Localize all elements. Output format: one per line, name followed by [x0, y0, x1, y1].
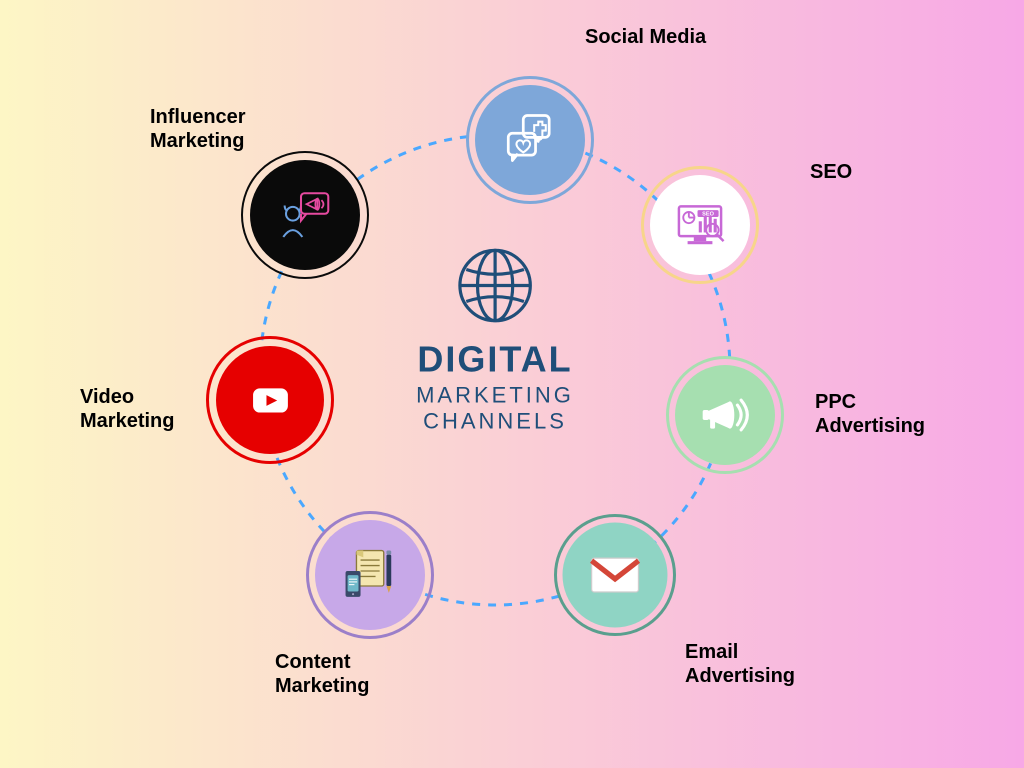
- content-label: Content Marketing: [275, 650, 369, 698]
- email-node: [563, 523, 668, 628]
- seo-node: SEO: [650, 175, 750, 275]
- ppc-node: [675, 365, 775, 465]
- email-label: Email Advertising: [685, 640, 795, 688]
- center-title-main: DIGITAL: [416, 339, 574, 381]
- social-media-label: Social Media: [585, 25, 706, 49]
- center-block: DIGITALMARKETINGCHANNELS: [416, 246, 574, 435]
- center-title-sub-1: MARKETING: [416, 383, 574, 409]
- content-icon: [336, 541, 404, 609]
- influencer-label: Influencer Marketing: [150, 105, 246, 153]
- svg-text:SEO: SEO: [702, 212, 714, 218]
- influencer-icon: [271, 181, 339, 249]
- megaphone-icon: [694, 384, 756, 446]
- video-label: Video Marketing: [80, 385, 174, 433]
- social-media-node: [475, 85, 585, 195]
- ppc-label: PPC Advertising: [815, 390, 925, 438]
- center-title-sub-2: CHANNELS: [416, 409, 574, 435]
- globe-icon: [455, 246, 535, 326]
- influencer-node: [250, 160, 360, 270]
- social-icon: [496, 106, 564, 174]
- content-node: [315, 520, 425, 630]
- video-node: [216, 346, 324, 454]
- seo-icon: SEO: [669, 194, 731, 256]
- mail-icon: [582, 542, 647, 607]
- play-icon: [237, 367, 304, 434]
- seo-label: SEO: [810, 160, 852, 184]
- infographic-stage: DIGITALMARKETINGCHANNELS Social Media SEO S…: [0, 0, 1024, 768]
